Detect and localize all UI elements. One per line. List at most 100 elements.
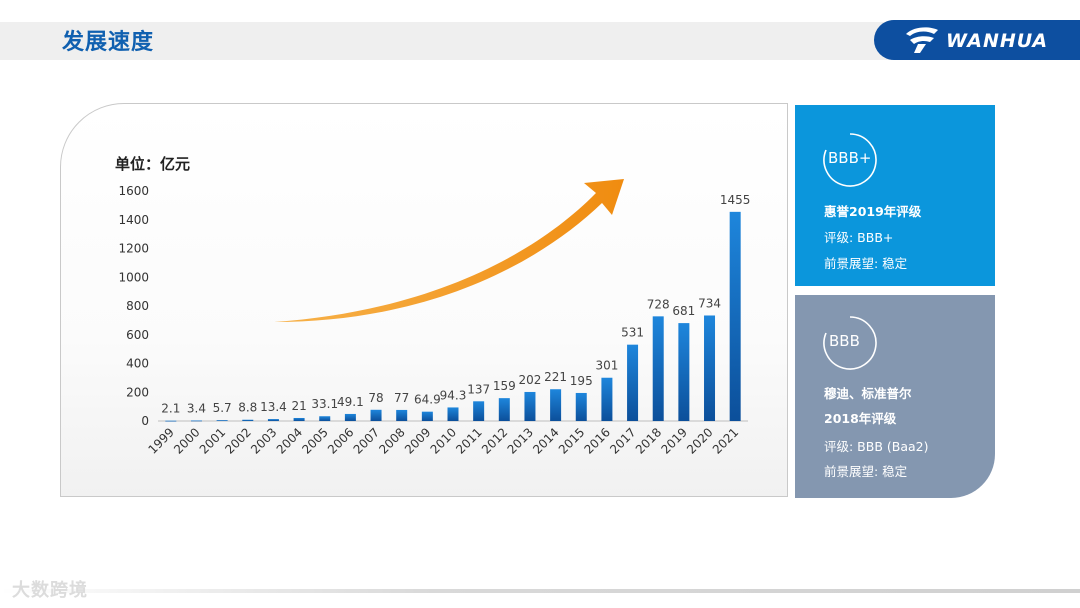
x-tick-label: 2017 — [607, 425, 638, 456]
data-label: 49.1 — [337, 395, 364, 409]
data-label: 78 — [368, 391, 383, 405]
rating-card-moodys-sp: BBB 穆迪、标准普尔 2018年评级 评级: BBB (Baa2) 前景展望:… — [795, 295, 995, 498]
x-tick-label: 2020 — [684, 425, 715, 456]
bar — [267, 419, 279, 421]
logo-plate — [874, 20, 1080, 60]
rating-agency: 惠誉 — [824, 204, 850, 219]
x-tick-label: 2007 — [351, 425, 382, 456]
y-tick-label: 1000 — [118, 270, 149, 284]
bar — [652, 316, 664, 421]
x-tick-label: 2006 — [325, 425, 356, 456]
bar — [242, 419, 254, 421]
bar — [293, 417, 305, 421]
rating-agency-line: 惠誉2019年评级 — [824, 201, 921, 220]
bar — [498, 398, 510, 421]
x-tick-label: 2002 — [222, 425, 253, 456]
x-tick-label: 2010 — [428, 425, 459, 456]
growth-arrow-icon — [274, 179, 624, 322]
x-tick-label: 2012 — [479, 425, 510, 456]
data-label: 3.4 — [187, 402, 206, 416]
x-tick-label: 2000 — [171, 425, 202, 456]
bar — [729, 211, 741, 421]
data-label: 531 — [621, 326, 644, 340]
x-tick-label: 2019 — [658, 425, 689, 456]
y-tick-label: 1400 — [118, 213, 149, 227]
data-label: 33.1 — [311, 397, 338, 411]
data-label: 195 — [570, 374, 593, 388]
chart-unit-label: 单位：亿元 — [115, 155, 191, 173]
y-tick-label: 200 — [126, 385, 149, 399]
data-label: 8.8 — [238, 401, 257, 415]
data-label: 681 — [672, 304, 695, 318]
data-label: 202 — [519, 373, 542, 387]
data-label: 77 — [394, 391, 409, 405]
bar — [473, 401, 485, 421]
wanhua-logo-icon — [906, 27, 938, 53]
rating-badge-text: BBB — [829, 332, 860, 350]
rating-outlook-line: 前景展望: 稳定 — [824, 256, 908, 271]
rating-badge-ring-icon — [823, 316, 877, 370]
bar — [678, 323, 690, 421]
bar — [575, 392, 587, 421]
rating-outlook-line: 前景展望: 稳定 — [824, 464, 908, 479]
y-tick-label: 400 — [126, 357, 149, 371]
x-tick-label: 2018 — [633, 425, 664, 456]
data-label: 221 — [544, 370, 567, 384]
rating-agency: 穆迪、标准普尔 — [824, 386, 912, 401]
bar — [550, 389, 562, 421]
y-tick-label: 1200 — [118, 242, 149, 256]
data-label: 728 — [647, 297, 670, 311]
data-label: 2.1 — [161, 402, 180, 416]
x-tick-label: 2014 — [530, 425, 561, 456]
bar — [396, 409, 408, 421]
data-label: 1455 — [720, 193, 751, 207]
bar — [190, 420, 202, 422]
x-tick-label: 2016 — [582, 425, 613, 456]
rating-card-fitch: BBB+ 惠誉2019年评级 评级: BBB+ 前景展望: 稳定 — [795, 105, 995, 286]
data-label: 734 — [698, 296, 721, 310]
rating-value-line: 评级: BBB (Baa2) — [824, 439, 929, 454]
x-tick-label: 2021 — [710, 425, 741, 456]
x-tick-label: 1999 — [145, 425, 176, 456]
data-label: 159 — [493, 379, 516, 393]
data-label: 137 — [467, 382, 490, 396]
data-label: 5.7 — [213, 401, 232, 415]
bar — [627, 344, 639, 421]
x-tick-label: 2005 — [299, 425, 330, 456]
bar — [524, 391, 536, 421]
x-tick-label: 2015 — [556, 425, 587, 456]
bar — [447, 407, 459, 421]
rating-value-line: 评级: BBB+ — [824, 230, 894, 245]
y-tick-label: 600 — [126, 328, 149, 342]
bar — [421, 411, 433, 421]
footer-line — [0, 589, 1080, 593]
x-tick-label: 2001 — [197, 425, 228, 456]
y-tick-label: 800 — [126, 299, 149, 313]
y-tick-label: 0 — [141, 414, 149, 428]
rating-year: 2019年评级 — [849, 204, 922, 219]
bar — [704, 315, 716, 421]
data-label: 301 — [595, 359, 618, 373]
logo-text: WANHUA — [946, 30, 1049, 52]
x-tick-label: 2003 — [248, 425, 279, 456]
bar — [601, 377, 613, 421]
x-tick-label: 2011 — [453, 425, 484, 456]
rating-badge-ring-icon — [823, 133, 877, 187]
bar — [216, 420, 228, 421]
x-tick-label: 2004 — [274, 425, 305, 456]
x-tick-label: 2008 — [376, 425, 407, 456]
bar — [165, 420, 177, 422]
rating-badge-text: BBB+ — [828, 149, 872, 167]
data-label: 94.3 — [440, 388, 467, 402]
page-title: 发展速度 — [62, 30, 155, 55]
bar — [319, 416, 331, 421]
bar — [370, 409, 382, 421]
data-label: 64.9 — [414, 393, 441, 407]
watermark: 大数跨境 — [12, 580, 88, 601]
data-label: 13.4 — [260, 400, 287, 414]
data-label: 21 — [291, 399, 306, 413]
y-tick-label: 1600 — [118, 184, 149, 198]
rating-year: 2018年评级 — [824, 411, 897, 426]
bar — [344, 413, 356, 421]
